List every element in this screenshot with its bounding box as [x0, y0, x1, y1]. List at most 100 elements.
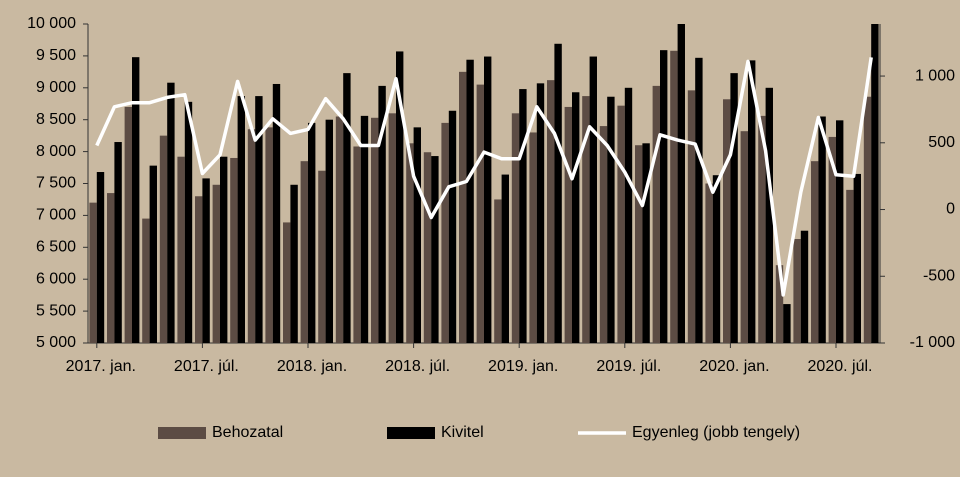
bar — [758, 115, 766, 343]
bar — [441, 122, 449, 343]
bar — [670, 50, 678, 344]
y2-tick-label: -500 — [923, 267, 955, 284]
bar — [265, 127, 273, 343]
bar — [740, 131, 748, 343]
y-tick-label: 8 500 — [36, 111, 76, 128]
bar — [124, 106, 132, 343]
bar — [159, 135, 168, 343]
bar — [695, 57, 703, 344]
bar — [107, 193, 115, 343]
x-tick-label: 2020. júl. — [808, 358, 873, 375]
bar — [519, 89, 527, 344]
bar — [554, 43, 562, 343]
bar — [642, 143, 650, 343]
bar — [308, 122, 316, 343]
legend-swatch — [158, 427, 206, 439]
bar — [687, 90, 696, 344]
bar — [828, 136, 836, 343]
y-tick-label: 9 500 — [36, 47, 76, 64]
bar — [511, 113, 520, 343]
bar — [624, 87, 633, 343]
bar — [396, 51, 404, 344]
bar — [149, 165, 157, 343]
y-tick-label: 9 000 — [36, 79, 76, 96]
balance-line — [95, 57, 873, 297]
bar — [599, 126, 608, 343]
bar — [132, 57, 140, 344]
bar — [748, 60, 756, 344]
bar — [89, 202, 97, 343]
legend-label: Kivitel — [441, 424, 484, 441]
bar — [677, 24, 685, 343]
bar — [325, 119, 333, 343]
bar — [343, 73, 351, 343]
bar — [272, 83, 281, 344]
bar — [335, 116, 344, 343]
bar — [793, 239, 801, 343]
bar — [547, 80, 555, 344]
bar — [484, 56, 492, 344]
x-tick-label: 2018. jan. — [277, 358, 347, 375]
y-tick-label: 10 000 — [27, 15, 76, 32]
x-tick-label: 2018. júl. — [385, 358, 450, 375]
bar — [783, 304, 791, 343]
bar — [406, 143, 414, 343]
bar — [212, 184, 220, 343]
y-tick-label: 6 000 — [36, 270, 76, 287]
bar — [177, 156, 185, 343]
y2-tick-label: 500 — [928, 134, 955, 151]
bar — [607, 96, 615, 344]
bar — [114, 142, 122, 343]
y2-tick-label: 0 — [946, 201, 955, 218]
bar — [589, 56, 597, 344]
bar — [300, 161, 308, 343]
bar — [371, 117, 379, 343]
x-tick-label: 2017. jan. — [66, 358, 136, 375]
x-tick-label: 2019. jan. — [488, 358, 558, 375]
bar — [730, 73, 738, 343]
bar — [800, 230, 809, 343]
bar — [247, 129, 256, 343]
bar — [230, 157, 238, 343]
bar — [635, 145, 643, 343]
y-tick-label: 5 000 — [36, 334, 76, 351]
bar — [283, 222, 291, 343]
bar — [142, 218, 150, 343]
y-tick-label: 8 000 — [36, 143, 76, 160]
bar — [202, 178, 210, 343]
bar — [765, 87, 773, 343]
bar — [712, 175, 721, 343]
bar — [660, 50, 668, 344]
bar — [255, 96, 263, 344]
legend-swatch — [387, 427, 435, 439]
bar — [811, 161, 819, 343]
y2-tick-label: 1 000 — [915, 67, 955, 84]
bar — [360, 115, 369, 343]
bar — [459, 71, 467, 343]
legend-label: Egyenleg (jobb tengely) — [632, 424, 800, 441]
bar — [617, 105, 625, 343]
y-tick-label: 5 500 — [36, 302, 76, 319]
bar — [423, 152, 432, 343]
bar — [318, 170, 326, 343]
bar — [378, 85, 386, 344]
bar — [564, 106, 572, 343]
bar — [290, 184, 298, 343]
legend-label: Behozatal — [212, 424, 283, 441]
bar — [705, 183, 713, 343]
y-tick-label: 7 500 — [36, 175, 76, 192]
bar — [220, 156, 228, 343]
bar — [853, 173, 861, 343]
y-tick-label: 7 000 — [36, 207, 76, 224]
y2-tick-label: -1 000 — [910, 334, 955, 351]
bar — [431, 156, 439, 343]
bar — [184, 101, 193, 343]
bar — [413, 127, 421, 343]
bar — [863, 96, 872, 344]
bar — [572, 92, 580, 344]
bar — [167, 82, 175, 344]
x-tick-label: 2020. jan. — [699, 358, 769, 375]
bar — [871, 24, 879, 343]
x-tick-label: 2017. júl. — [174, 358, 239, 375]
